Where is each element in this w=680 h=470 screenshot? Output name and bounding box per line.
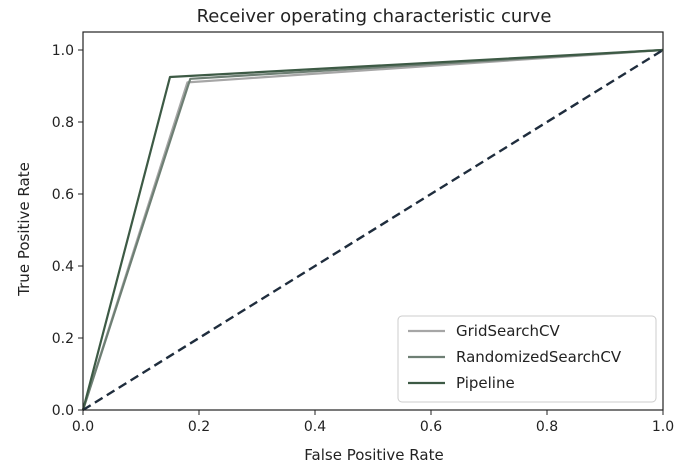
- legend-label: RandomizedSearchCV: [456, 348, 622, 366]
- plot-frame: [82, 31, 664, 411]
- y-tick-label: 0.4: [52, 259, 74, 275]
- y-tick-label: 0.0: [52, 403, 74, 419]
- x-tick-label: 0.8: [536, 419, 558, 435]
- series-line-2: [81, 48, 664, 411]
- x-tick-label: 1.0: [652, 419, 674, 435]
- axis-ticks: 0.0 0.2 0.4 0.6 0.8 1.0 0.0 0.2 0.4 0.6 0.8 1.0: [52, 43, 674, 435]
- y-tick-label: 0.6: [52, 187, 74, 203]
- y-tick-label: 0.8: [52, 115, 74, 131]
- x-tick-label: 0.2: [188, 419, 210, 435]
- reference-diagonal-line: [82, 48, 664, 412]
- legend: GridSearchCV RandomizedSearchCV Pipeline: [397, 315, 657, 403]
- x-tick-label: 0.4: [304, 419, 326, 435]
- x-tick-label: 0.0: [72, 419, 94, 435]
- x-tick-label: 0.6: [420, 419, 442, 435]
- plot-area: [81, 48, 664, 412]
- y-axis-label: True Positive Rate: [15, 162, 33, 297]
- y-tick-label: 1.0: [52, 43, 74, 59]
- legend-box: [397, 315, 657, 403]
- y-tick-label: 0.2: [52, 331, 74, 347]
- legend-label: GridSearchCV: [456, 322, 560, 340]
- chart-title: Receiver operating characteristic curve: [197, 6, 552, 27]
- legend-label: Pipeline: [456, 374, 515, 392]
- x-axis-label: False Positive Rate: [304, 446, 443, 464]
